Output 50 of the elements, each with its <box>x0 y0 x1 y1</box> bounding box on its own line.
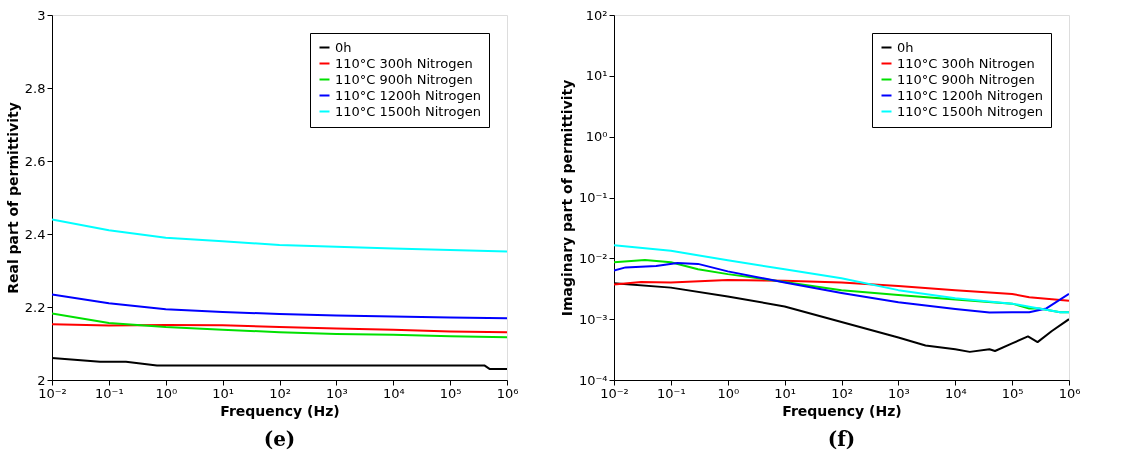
x-tick-label: 10¹ <box>774 385 797 401</box>
y-tick-label: 10⁻³ <box>578 311 608 327</box>
x-tick-label: 10³ <box>325 385 348 401</box>
x-axis-title: Frequency (Hz) <box>220 402 340 419</box>
y-tick-label: 3 <box>37 7 46 23</box>
y-tick-label: 2.6 <box>24 153 46 169</box>
x-tick-label: 10⁰ <box>717 385 740 401</box>
y-tick-label: 10⁻² <box>578 250 608 266</box>
y-tick-label: 2.4 <box>24 226 46 242</box>
x-tick-label: 10⁶ <box>496 385 519 401</box>
y-tick-label: 10¹ <box>585 68 608 84</box>
y-tick-label: 10⁰ <box>585 129 608 145</box>
line-series <box>52 323 507 334</box>
legend-label: 110°C 300h Nitrogen <box>897 55 1035 71</box>
legend-label: 110°C 1200h Nitrogen <box>897 87 1043 103</box>
line-series <box>52 312 507 339</box>
line-series <box>52 218 507 253</box>
x-axis-title: Frequency (Hz) <box>782 402 902 419</box>
x-tick-label: 10⁻² <box>600 385 629 401</box>
legend-label: 110°C 900h Nitrogen <box>897 71 1035 87</box>
text: (e) <box>263 427 296 451</box>
x-tick-label: 10³ <box>887 385 910 401</box>
legend-label: 0h <box>335 39 352 55</box>
legend-label: 110°C 300h Nitrogen <box>335 55 473 71</box>
legend-label: 110°C 900h Nitrogen <box>335 71 473 87</box>
x-tick-label: 10⁵ <box>1001 385 1024 401</box>
legend-label: 110°C 1500h Nitrogen <box>897 103 1043 119</box>
x-tick-label: 10⁶ <box>1058 385 1081 401</box>
x-tick-label: 10¹ <box>212 385 235 401</box>
y-tick-label: 2 <box>37 372 46 388</box>
legend-label: 0h <box>897 39 914 55</box>
y-axis-title: Real part of permittivity <box>4 102 21 294</box>
y-tick-label: 2.8 <box>24 80 46 96</box>
x-tick-label: 10⁰ <box>155 385 178 401</box>
y-tick-label: 10⁻¹ <box>578 190 608 205</box>
line-series <box>52 293 507 320</box>
x-tick-label: 10² <box>269 385 291 401</box>
x-tick-label: 10² <box>831 385 853 401</box>
legend-label: 110°C 1200h Nitrogen <box>335 87 481 103</box>
y-tick-label: 10⁻⁴ <box>578 372 608 388</box>
x-tick-label: 10⁴ <box>382 385 405 401</box>
y-axis-title: Imaginary part of permittivity <box>558 79 575 317</box>
x-tick-label: 10⁻¹ <box>657 385 686 401</box>
y-tick-label: 2.2 <box>24 299 46 315</box>
x-tick-label: 10⁵ <box>439 385 462 401</box>
y-tick-label: 10² <box>585 7 608 23</box>
text: (f) <box>827 427 856 451</box>
legend-label: 110°C 1500h Nitrogen <box>335 103 481 119</box>
x-tick-label: 10⁻¹ <box>95 385 124 401</box>
x-tick-label: 10⁴ <box>944 385 967 401</box>
